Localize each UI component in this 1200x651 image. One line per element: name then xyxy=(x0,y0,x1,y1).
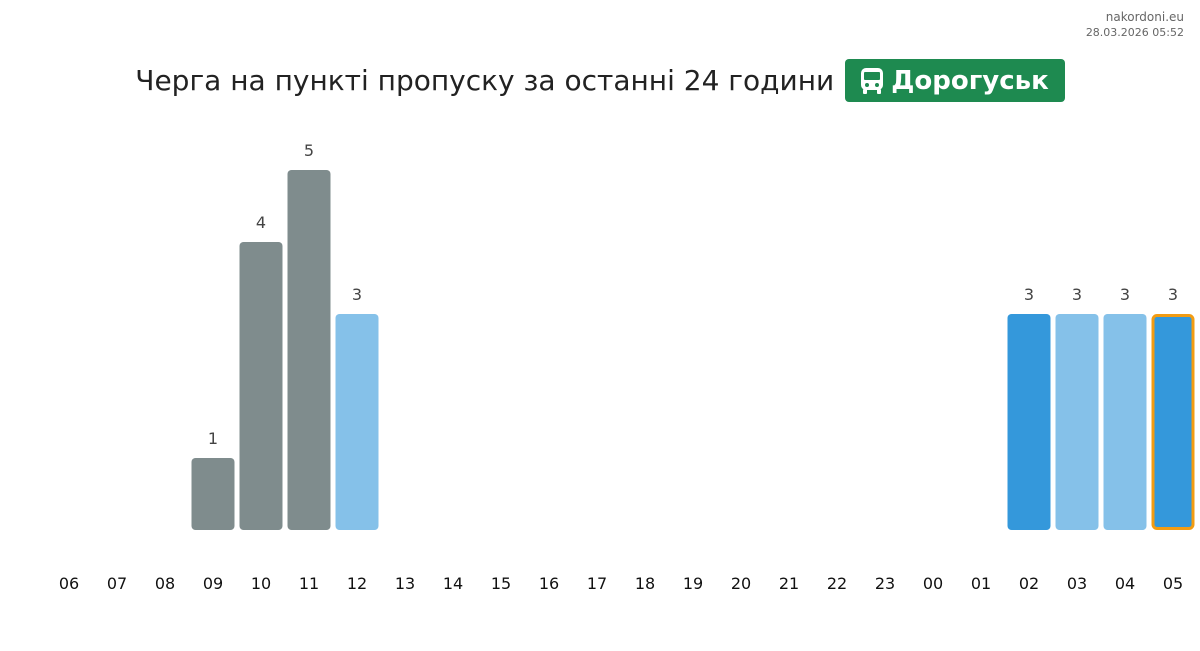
value-label: 3 xyxy=(1120,285,1130,304)
x-tick-label: 18 xyxy=(635,574,655,593)
x-tick-label: 03 xyxy=(1067,574,1087,593)
x-tick-label: 12 xyxy=(347,574,367,593)
x-tick-label: 11 xyxy=(299,574,319,593)
x-tick-label: 21 xyxy=(779,574,799,593)
x-tick-label: 15 xyxy=(491,574,511,593)
x-tick-label: 02 xyxy=(1019,574,1039,593)
x-tick-label: 17 xyxy=(587,574,607,593)
value-label: 5 xyxy=(304,141,314,160)
x-tick-label: 09 xyxy=(203,574,223,593)
badge: Дорогуськ xyxy=(845,59,1065,102)
x-tick-label: 13 xyxy=(395,574,415,593)
bar xyxy=(287,170,331,530)
x-tick-label: 00 xyxy=(923,574,943,593)
x-tick-label: 14 xyxy=(443,574,463,593)
x-tick-label: 01 xyxy=(971,574,991,593)
chart-title: Черга на пункті пропуску за останні 24 г… xyxy=(135,64,835,97)
bar xyxy=(1007,314,1051,530)
badge-text: Дорогуськ xyxy=(891,65,1049,96)
x-tick-label: 08 xyxy=(155,574,175,593)
value-label: 4 xyxy=(256,213,266,232)
bus-icon xyxy=(861,67,884,94)
value-label: 3 xyxy=(352,285,362,304)
x-tick-label: 06 xyxy=(59,574,79,593)
bar xyxy=(239,242,283,530)
x-tick-label: 22 xyxy=(827,574,847,593)
x-tick-label: 07 xyxy=(107,574,127,593)
header: Черга на пункті пропуску за останні 24 г… xyxy=(0,59,1200,102)
x-tick-label: 10 xyxy=(251,574,271,593)
value-label: 3 xyxy=(1168,285,1178,304)
x-tick-label: 04 xyxy=(1115,574,1135,593)
bar xyxy=(335,314,379,530)
x-tick-label: 19 xyxy=(683,574,703,593)
value-label: 3 xyxy=(1024,285,1034,304)
x-tick-label: 16 xyxy=(539,574,559,593)
value-label: 3 xyxy=(1072,285,1082,304)
bar xyxy=(1055,314,1099,530)
bar xyxy=(1151,314,1195,530)
value-label: 1 xyxy=(208,429,218,448)
stamp: nakordoni.eu 28.03.2026 05:52 xyxy=(1086,9,1184,41)
bar xyxy=(1103,314,1147,530)
x-tick-label: 20 xyxy=(731,574,751,593)
source: nakordoni.eu xyxy=(1105,10,1184,24)
bar xyxy=(191,458,235,530)
x-tick-label: 23 xyxy=(875,574,895,593)
x-tick-label: 05 xyxy=(1163,574,1183,593)
timestamp: 28.03.2026 05:52 xyxy=(1085,26,1184,39)
